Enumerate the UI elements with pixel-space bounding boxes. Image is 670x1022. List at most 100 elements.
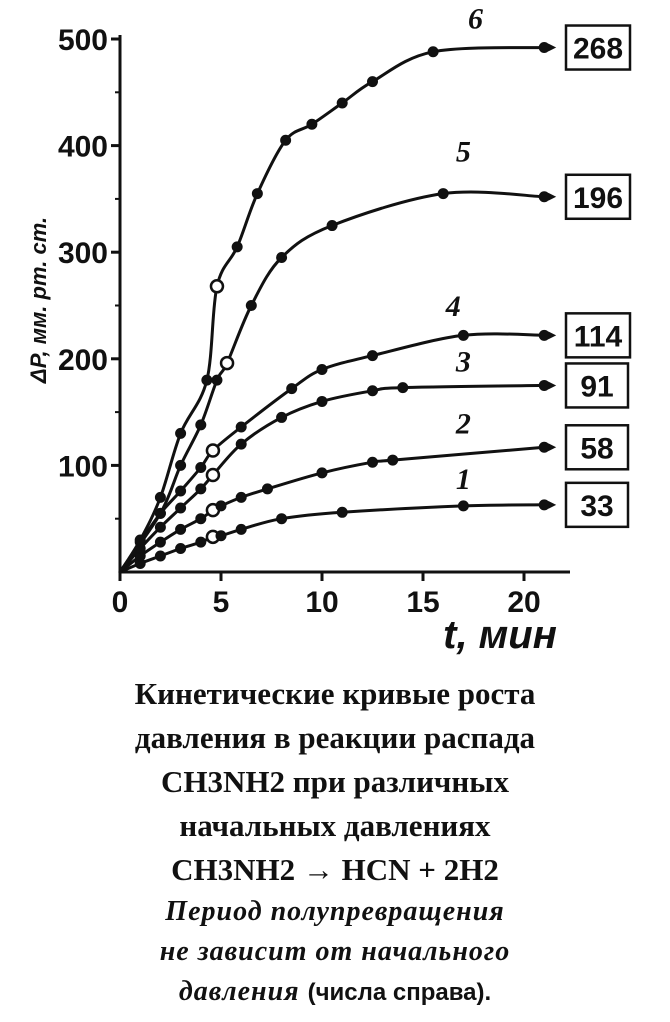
data-point [235, 438, 247, 450]
data-point [195, 536, 207, 548]
data-point [175, 523, 187, 535]
caption-line-8-italic: давления [178, 976, 300, 1007]
x-tick-label: 20 [507, 586, 540, 619]
data-point [316, 363, 328, 375]
data-point [437, 188, 449, 200]
x-axis-label: t, мин [443, 613, 557, 657]
data-point [538, 379, 550, 391]
half-life-marker [209, 279, 225, 294]
data-point [427, 46, 439, 58]
series-labels: 33 58 91 114 196 268 1 2 3 4 5 6 [445, 2, 632, 529]
initial-pressure-label: 268 [573, 33, 623, 66]
data-point [175, 427, 187, 439]
caption-line-2: давления в реакции распада [134, 720, 536, 755]
data-point [235, 421, 247, 433]
data-point [316, 467, 328, 479]
data-point [538, 441, 550, 453]
series-end-tip [548, 192, 557, 201]
initial-pressure-label: 196 [573, 182, 623, 215]
data-point [280, 134, 292, 146]
x-tick-label: 15 [406, 586, 439, 619]
data-point [211, 374, 223, 386]
data-point [367, 456, 378, 468]
data-point [235, 491, 247, 503]
data-point [276, 411, 288, 423]
data-point [538, 42, 550, 54]
y-tick-label: 100 [58, 450, 108, 483]
x-tick-label: 10 [305, 586, 338, 619]
data-point [231, 241, 243, 253]
data-point [387, 454, 399, 466]
data-point [538, 499, 550, 511]
series-number-6: 6 [468, 2, 483, 35]
data-point [326, 220, 338, 232]
initial-pressure-label: 114 [574, 320, 623, 353]
y-tick-label: 500 [58, 24, 108, 57]
initial-pressure-box [564, 312, 632, 359]
data-point [276, 252, 288, 264]
series-number-5: 5 [456, 136, 471, 169]
data-point [235, 523, 247, 535]
caption-line-8-plain: (числа справа). [307, 979, 492, 1006]
data-point [154, 521, 166, 533]
data-point [336, 506, 348, 518]
caption-line-7: не зависит от начального [159, 936, 511, 967]
data-point [154, 536, 166, 548]
data-point [201, 374, 213, 386]
initial-pressure-label: 58 [580, 432, 613, 465]
y-tick-label: 200 [58, 344, 108, 377]
x-tick-label: 5 [213, 586, 230, 619]
figure-caption: Кинетические кривые роста давления в реа… [0, 672, 670, 1013]
initial-pressure-box [564, 424, 630, 471]
data-point [175, 459, 187, 471]
initial-pressure-label: 33 [580, 490, 613, 523]
data-point [336, 97, 348, 109]
data-point [367, 385, 378, 397]
data-point [175, 502, 187, 514]
caption-line-4: начальных давлениях [179, 808, 491, 843]
data-point [175, 485, 187, 497]
data-point [154, 550, 166, 562]
initial-pressure-box [564, 362, 630, 409]
data-point [195, 462, 207, 474]
series-number-2: 2 [455, 407, 471, 440]
series-end-tip [548, 381, 557, 390]
initial-pressure-label: 91 [580, 370, 613, 403]
data-point [316, 395, 328, 407]
data-point [367, 350, 378, 362]
data-point [457, 500, 469, 512]
data-point [397, 382, 409, 394]
series-line-1 [118, 503, 546, 574]
data-point [154, 507, 166, 519]
y-tick-label: 400 [58, 131, 108, 164]
data-point [538, 329, 550, 341]
half-life-marker [205, 467, 221, 483]
data-point [457, 329, 469, 341]
data-point [215, 500, 227, 512]
caption-line-1: Кинетические кривые роста [134, 676, 536, 711]
caption-line-3: CH3NH2 при различных [161, 764, 509, 799]
data-point [276, 513, 288, 525]
data-markers [134, 42, 550, 569]
data-point [195, 419, 207, 431]
data-point [195, 513, 207, 525]
y-axis-label: ΔP, мм. рт. ст. [26, 217, 51, 384]
x-tick-label: 0 [112, 586, 129, 619]
initial-pressure-box [564, 24, 632, 71]
caption-line-6: Период полупревращения [165, 896, 505, 927]
half-life-marker [205, 443, 221, 458]
data-point [175, 543, 187, 555]
data-point [251, 188, 263, 200]
caption-reaction-equation: CH3NH2 → HCN + 2H2 [171, 852, 499, 887]
series-number-1: 1 [456, 463, 471, 496]
data-point [134, 534, 146, 546]
data-point [306, 118, 318, 130]
caption-line-8: давления (числа справа). [0, 972, 670, 1013]
half-life-marker [219, 355, 235, 371]
series-end-tip [548, 43, 557, 52]
data-point [215, 530, 227, 542]
series-number-3: 3 [455, 346, 471, 379]
y-tick-label: 300 [58, 237, 108, 270]
data-point [538, 191, 550, 203]
